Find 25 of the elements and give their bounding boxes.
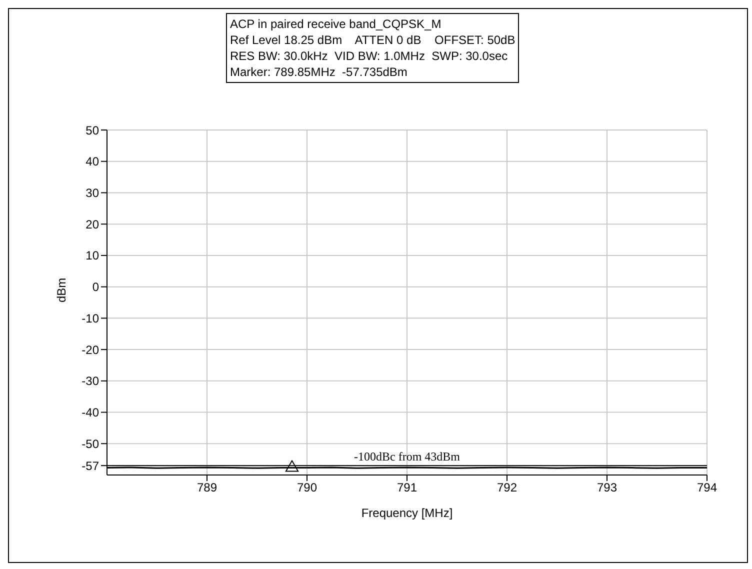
x-tick-label: 790 — [296, 480, 318, 495]
y-tick-label: 10 — [86, 248, 100, 263]
y-tick-label: 40 — [86, 154, 100, 169]
x-tick-label: 792 — [496, 480, 518, 495]
x-axis-title: Frequency [MHz] — [361, 506, 453, 520]
x-tick-label: 789 — [196, 480, 218, 495]
x-tick-label: 794 — [696, 480, 718, 495]
text: Marker: 789.85MHz -57.735dBm — [230, 64, 408, 80]
y-tick-label: -50 — [82, 436, 100, 451]
y-tick-label: 50 — [86, 123, 100, 138]
text: Ref Level 18.25 dBm ATTEN 0 dB OFFSET: 50dB — [230, 32, 516, 48]
chart-title: ACP in paired receive band_CQPSK_M — [230, 16, 442, 32]
x-tick-label: 793 — [596, 480, 618, 495]
y-axis-title: dBm — [54, 278, 68, 302]
y-tick-label: -10 — [82, 311, 100, 326]
y-tick-label: 0 — [92, 280, 100, 294]
y-tick-label: -40 — [82, 406, 100, 420]
y-tick-label: 30 — [86, 186, 100, 200]
text: RES BW: 30.0kHz VID BW: 1.0MHz SWP: 30.0sec — [230, 48, 509, 64]
ref-line-label: -100dBc from 43dBm — [354, 450, 461, 464]
x-tick-label: 791 — [396, 480, 418, 495]
y-tick-label: -57 — [82, 458, 100, 473]
y-tick-label: 20 — [86, 217, 100, 232]
y-tick-label: -20 — [82, 342, 100, 357]
y-tick-label: -30 — [82, 374, 100, 388]
